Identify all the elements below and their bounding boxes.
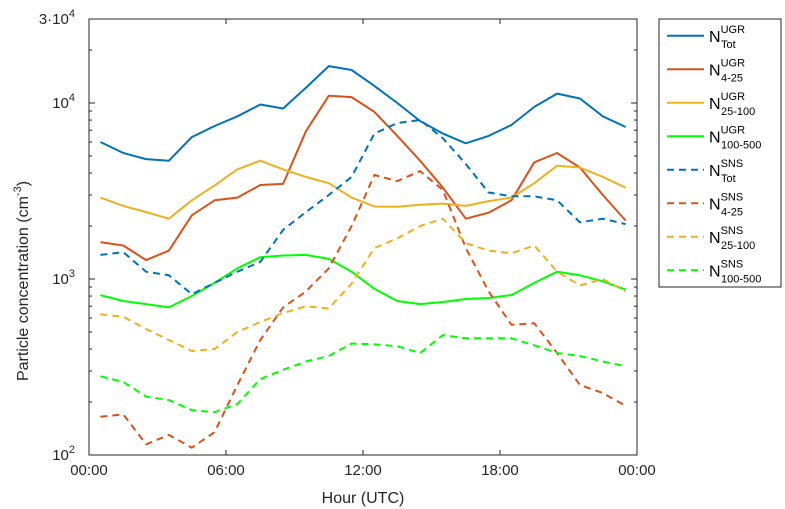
y-tick-label: 104 xyxy=(52,92,75,112)
y-tick-label: 102 xyxy=(52,444,75,464)
legend-entry: NUGR Tot xyxy=(709,24,745,51)
x-tick-label: 18:00 xyxy=(481,462,519,479)
x-tick-label: 06:00 xyxy=(207,462,245,479)
y-tick-label: 103 xyxy=(52,268,75,288)
legend-entry: NSNS 4-25 xyxy=(709,191,743,218)
y-axis-label: Particle concentration (cm-3) xyxy=(12,181,32,381)
series-layer xyxy=(99,65,627,449)
series-line-ugr-100-500 xyxy=(100,253,626,309)
legend-entry: NSNS 100-500 xyxy=(709,258,761,285)
series-line-sns-25-100 xyxy=(100,217,627,352)
x-axis-label: Hour (UTC) xyxy=(322,490,405,507)
legend-entry: NUGR 100-500 xyxy=(709,124,761,151)
series-line-ugr-tot xyxy=(99,65,627,162)
series-line-ugr-25-100 xyxy=(100,159,627,220)
series-line-ugr-4-25 xyxy=(100,94,627,262)
plot-area xyxy=(88,18,638,456)
legend-entry: NUGR 25-100 xyxy=(709,91,755,118)
plot-frame xyxy=(88,18,638,456)
series-line-sns-100-500 xyxy=(100,334,626,414)
legend-box xyxy=(658,18,782,288)
x-tick-label: 00:00 xyxy=(70,462,108,479)
x-tick-label: 12:00 xyxy=(344,462,382,479)
x-tick-label: 00:00 xyxy=(618,462,656,479)
legend: NUGR Tot NUGR 4-25 NUGR 25-100 NUGR 100-500 NSNS… xyxy=(658,18,782,288)
series-line-sns-tot xyxy=(100,119,626,296)
legend-entry: NSNS 25-100 xyxy=(709,225,755,252)
y-axis-label-exponent: -3 xyxy=(12,186,24,196)
y-tick-label: 3·104 xyxy=(39,8,75,28)
legend-entry: NSNS Tot xyxy=(709,158,743,185)
legend-entry: NUGR 4-25 xyxy=(709,57,745,84)
